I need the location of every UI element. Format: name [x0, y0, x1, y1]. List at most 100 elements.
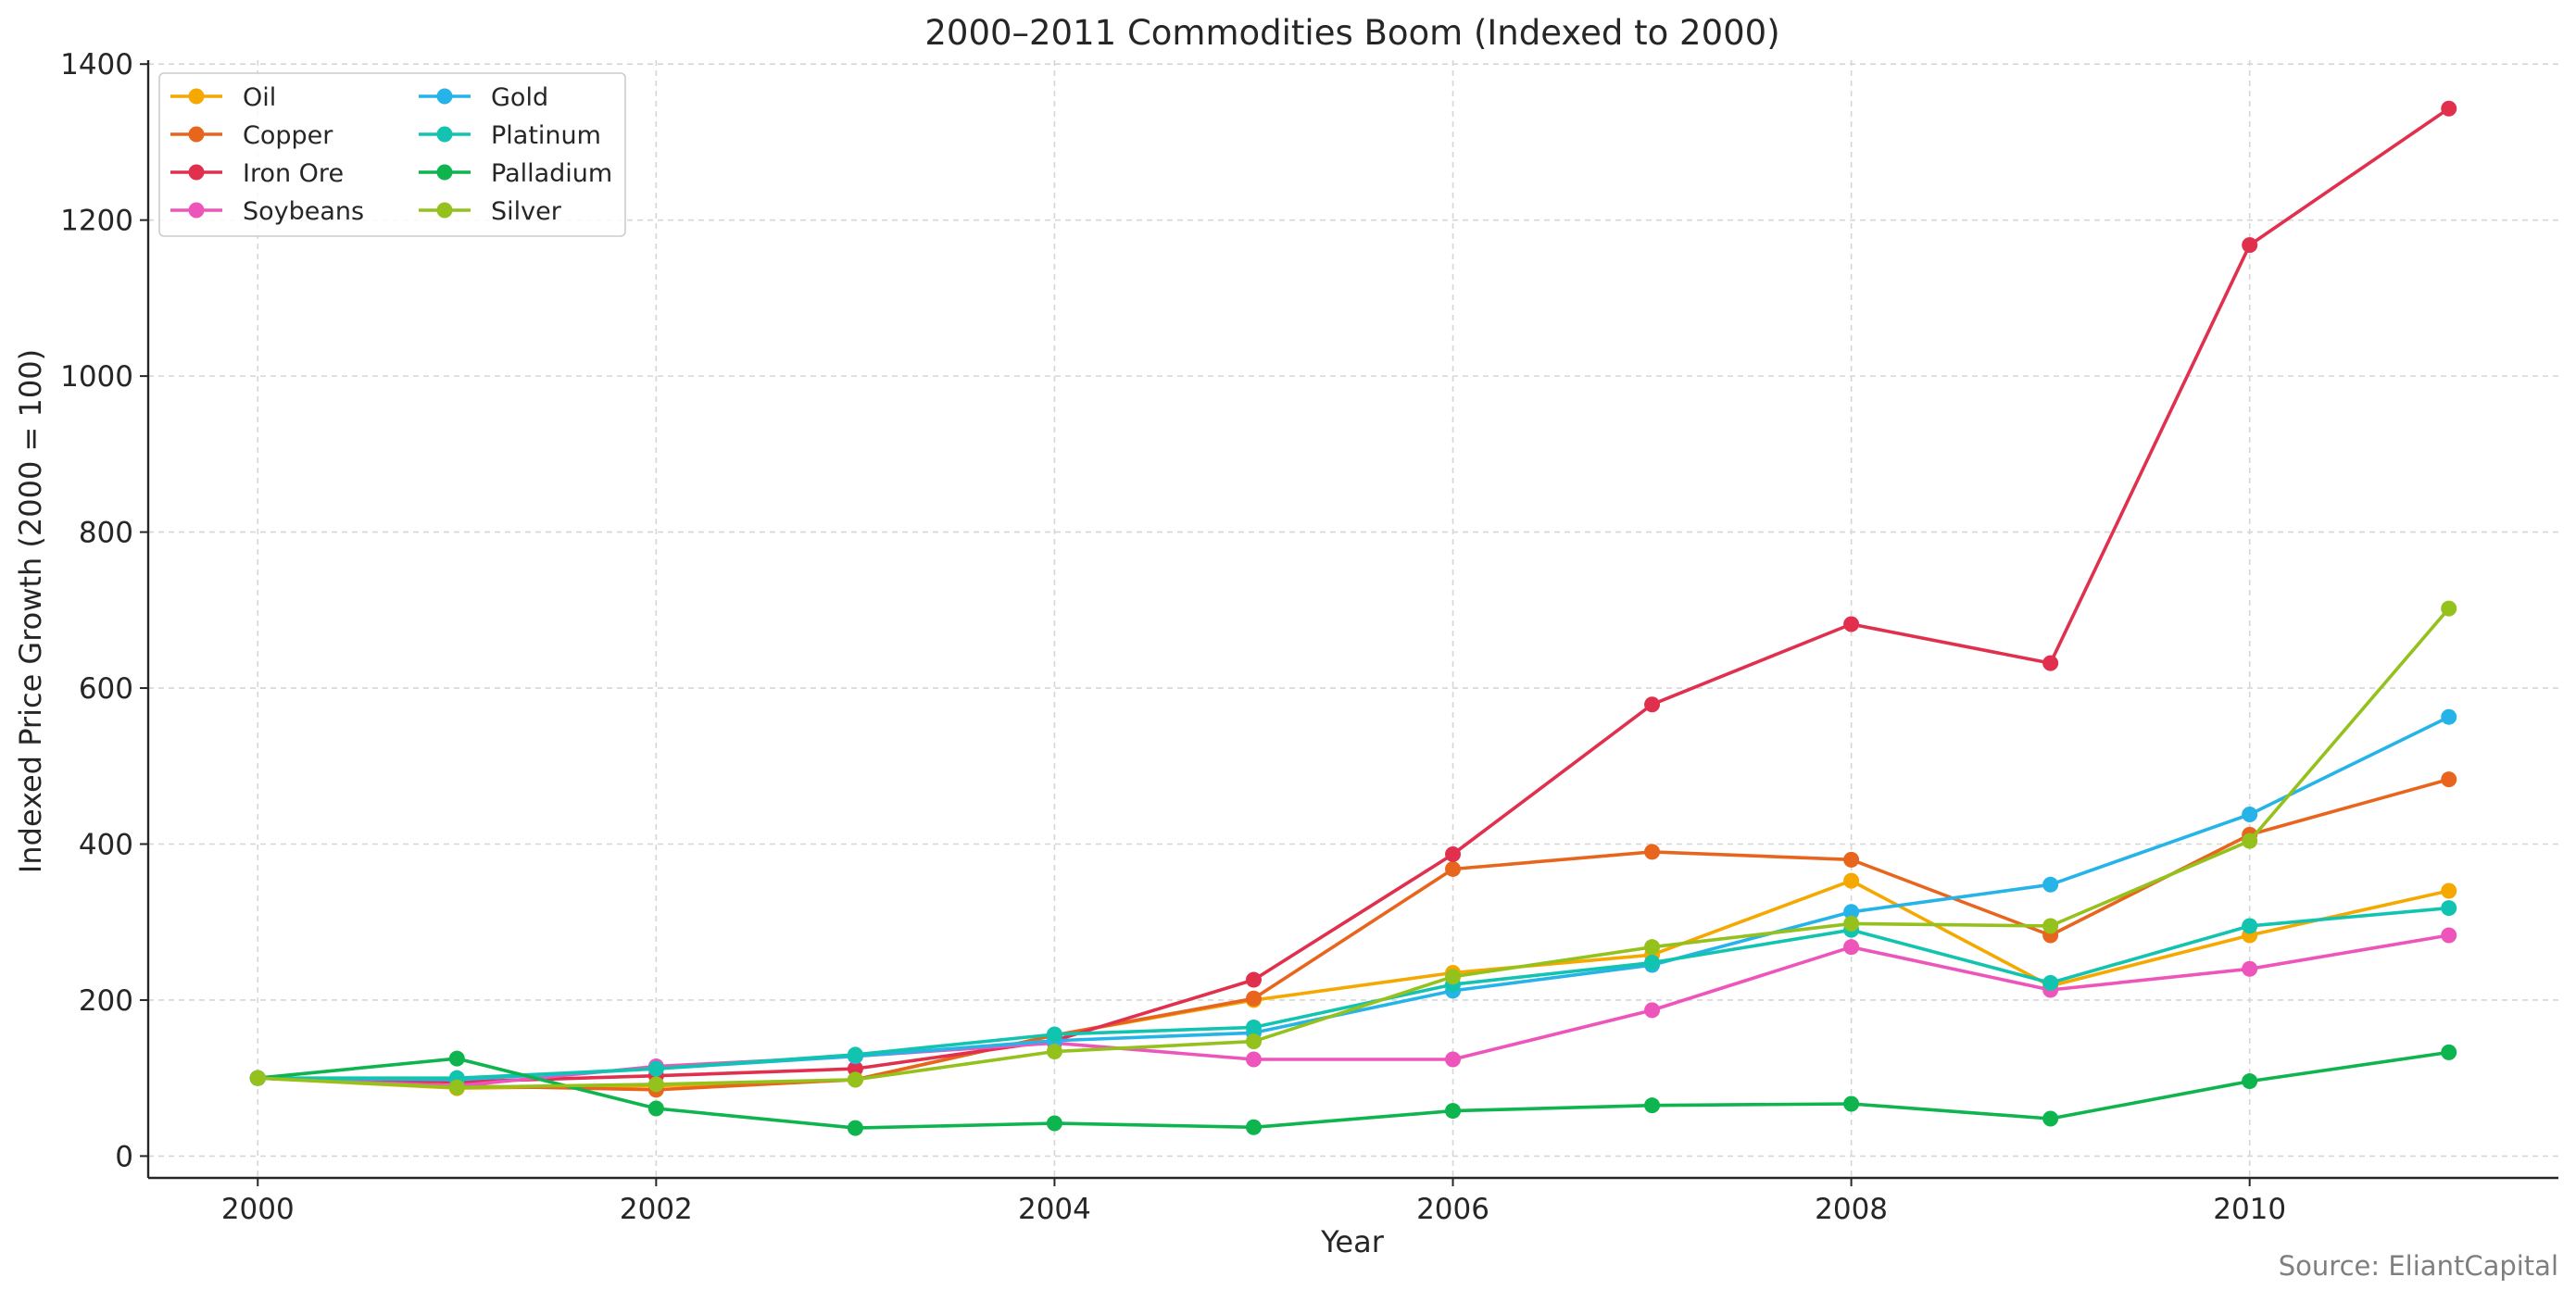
y-axis-label: Indexed Price Growth (2000 = 100) — [13, 349, 48, 873]
data-point-copper — [1644, 844, 1661, 860]
data-point-soybeans — [1445, 1051, 1462, 1068]
data-point-gold — [2242, 806, 2258, 822]
source-note: Source: EliantCapital — [2279, 1250, 2558, 1282]
data-point-gold — [2441, 708, 2457, 725]
y-tick-label: 1000 — [60, 360, 133, 394]
data-point-platinum — [1046, 1026, 1062, 1043]
y-tick-label: 1200 — [60, 205, 133, 238]
series-line-palladium — [258, 1050, 2449, 1130]
data-point-palladium — [2242, 1073, 2258, 1090]
data-point-palladium — [1046, 1115, 1062, 1132]
data-point-soybeans — [2441, 927, 2457, 944]
data-point-silver — [448, 1079, 465, 1095]
legend-marker-gold — [436, 88, 453, 105]
legend-label-soybeans: Soybeans — [243, 197, 364, 226]
data-point-silver — [1245, 1033, 1262, 1050]
data-point-copper — [1445, 860, 1462, 877]
data-point-platinum — [2242, 918, 2258, 934]
series-lines — [249, 100, 2457, 1136]
data-point-silver — [2242, 833, 2258, 849]
legend-label-iron-ore: Iron Ore — [243, 159, 344, 188]
legend-marker-palladium — [436, 164, 453, 181]
data-point-silver — [1644, 939, 1661, 956]
legend-label-copper: Copper — [243, 121, 333, 150]
data-point-silver — [2441, 600, 2457, 617]
data-point-platinum — [847, 1046, 863, 1063]
data-point-copper — [1843, 851, 1860, 868]
data-point-copper — [2441, 771, 2457, 788]
data-point-iron-ore — [2042, 655, 2059, 671]
legend-label-gold: Gold — [491, 83, 548, 112]
data-point-iron-ore — [1445, 845, 1462, 862]
data-point-copper — [1245, 990, 1262, 1007]
series-line-copper — [258, 777, 2450, 1092]
legend-label-palladium: Palladium — [491, 159, 612, 188]
legend-marker-iron-ore — [188, 164, 205, 181]
data-point-gold — [2042, 876, 2059, 893]
chart-title: 2000–2011 Commodities Boom (Indexed to 2… — [924, 13, 1779, 53]
data-point-palladium — [847, 1120, 863, 1136]
data-point-palladium — [448, 1050, 465, 1067]
data-point-silver — [249, 1070, 266, 1086]
legend-marker-copper — [188, 126, 205, 143]
series-line-iron-ore — [258, 106, 2450, 1084]
legend-marker-oil — [188, 88, 205, 105]
legend-label-silver: Silver — [491, 197, 562, 226]
legend-marker-platinum — [436, 126, 453, 143]
data-point-palladium — [1445, 1103, 1462, 1120]
data-point-iron-ore — [1644, 696, 1661, 713]
data-point-silver — [1046, 1044, 1062, 1060]
x-tick-label: 2002 — [620, 1193, 693, 1226]
data-point-silver — [2042, 918, 2059, 934]
data-point-soybeans — [1245, 1051, 1262, 1068]
data-point-gold — [1843, 904, 1860, 920]
data-point-platinum — [1245, 1019, 1262, 1035]
x-tick-label: 2004 — [1018, 1193, 1091, 1226]
y-tick-label: 200 — [79, 984, 133, 1018]
x-tick-label: 2006 — [1416, 1193, 1489, 1226]
data-point-platinum — [2441, 900, 2457, 917]
y-tick-label: 0 — [115, 1140, 133, 1173]
legend-marker-silver — [436, 202, 453, 219]
data-point-silver — [1843, 915, 1860, 932]
series-line-oil — [258, 879, 2450, 1090]
y-tick-label: 400 — [79, 829, 133, 862]
data-point-soybeans — [1644, 1002, 1661, 1019]
legend-label-platinum: Platinum — [491, 121, 601, 150]
x-axis-label: Year — [1320, 1224, 1385, 1259]
data-point-platinum — [647, 1060, 664, 1077]
y-tick-label: 800 — [79, 517, 133, 550]
data-point-palladium — [2042, 1110, 2059, 1127]
data-point-soybeans — [2242, 960, 2258, 977]
legend-label-oil: Oil — [243, 83, 276, 112]
data-point-iron-ore — [2242, 237, 2258, 254]
y-tick-label: 600 — [79, 672, 133, 706]
data-point-silver — [847, 1071, 863, 1088]
axes: 2000 2002 2004 2006 2008 2010 0 200 400 600 800 100… — [60, 48, 2558, 1226]
legend-frame — [158, 72, 626, 237]
legend-marker-soybeans — [188, 202, 205, 219]
data-point-platinum — [1644, 955, 1661, 971]
y-tick-label: 1400 — [60, 48, 133, 81]
data-point-oil — [1843, 872, 1860, 889]
data-point-platinum — [2042, 974, 2059, 991]
data-point-palladium — [2441, 1044, 2457, 1060]
data-point-silver — [647, 1076, 664, 1093]
data-point-palladium — [1843, 1095, 1860, 1112]
x-tick-label: 2000 — [221, 1193, 295, 1226]
x-tick-label: 2010 — [2213, 1193, 2286, 1226]
series-line-silver — [258, 607, 2451, 1090]
data-point-iron-ore — [847, 1060, 863, 1077]
data-point-palladium — [1644, 1097, 1661, 1114]
data-point-silver — [1445, 969, 1462, 985]
data-point-palladium — [647, 1100, 664, 1117]
legend: Oil Copper Iron Ore Soybeans Gold Platinum Pal… — [158, 72, 626, 237]
data-point-iron-ore — [1843, 616, 1860, 632]
series-line-platinum — [258, 906, 2449, 1080]
x-tick-label: 2008 — [1815, 1193, 1888, 1226]
data-point-soybeans — [1843, 939, 1860, 956]
data-point-oil — [2441, 883, 2457, 899]
data-point-palladium — [1245, 1119, 1262, 1135]
